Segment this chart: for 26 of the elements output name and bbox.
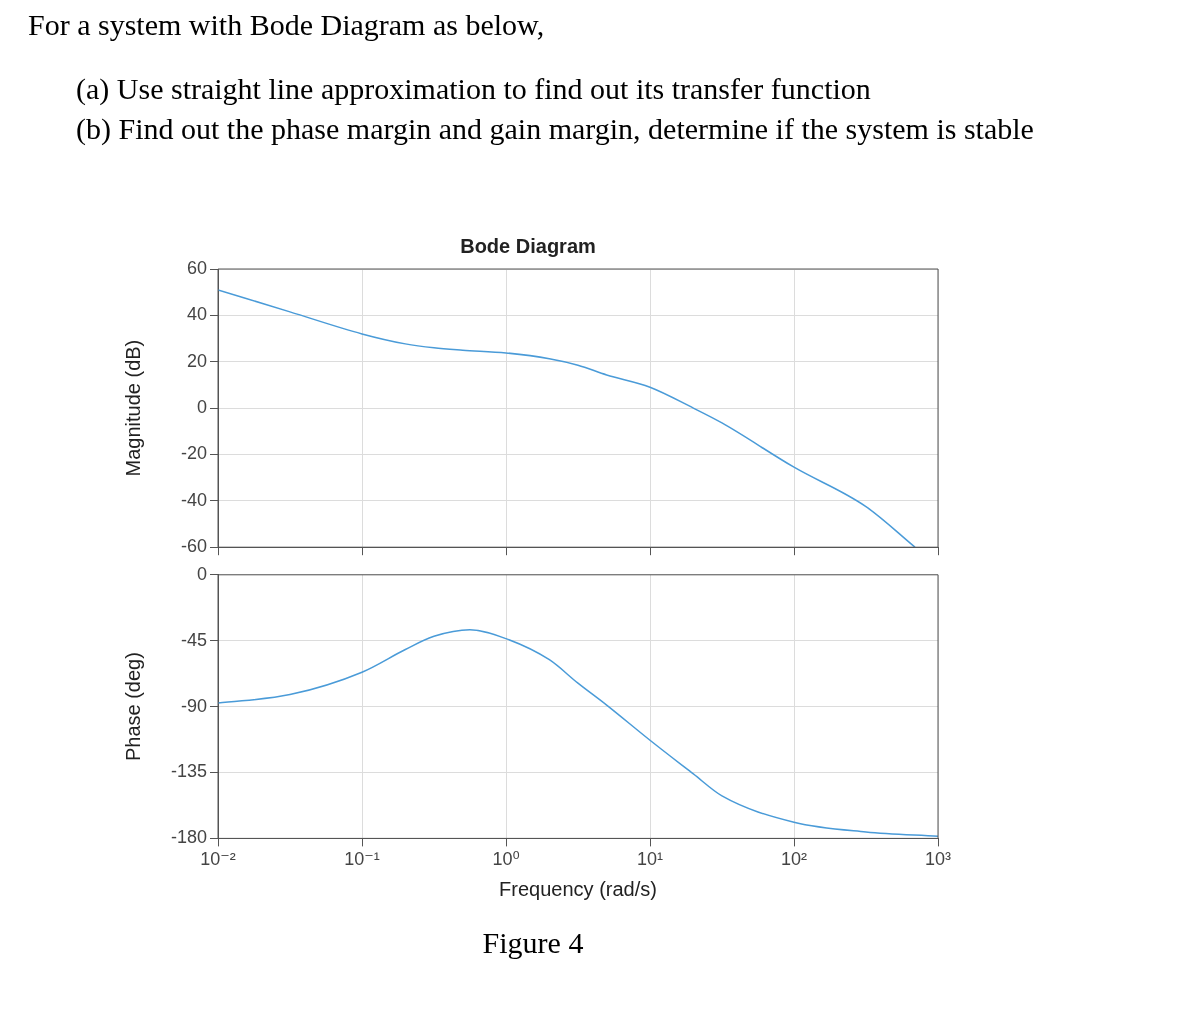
y-tick-label: -45 <box>180 629 207 650</box>
x-tick-label: 10¹ <box>636 849 664 870</box>
x-tick-label: 10² <box>780 849 808 870</box>
y-tick-label: -40 <box>180 489 207 510</box>
y-axis-title: Phase (deg) <box>121 652 144 762</box>
text: (b) Find out the phase margin and gain margin, determine if the system is stable <box>76 112 1035 146</box>
x-axis-title: Frequency (rad/s) <box>499 877 657 900</box>
y-tick-label: -135 <box>170 761 207 782</box>
y-tick-label: 60 <box>186 257 207 278</box>
y-tick-label: -20 <box>180 443 207 464</box>
x-tick-label: 10⁻² <box>200 849 236 870</box>
y-tick-label: -90 <box>180 695 207 716</box>
x-tick-label: 10³ <box>924 849 952 870</box>
y-tick-label: -60 <box>180 536 207 557</box>
y-axis-title: Magnitude (dB) <box>121 339 144 477</box>
y-tick-label: 0 <box>196 397 207 418</box>
text: For a system with Bode Diagram as below, <box>28 8 546 42</box>
y-tick-label: 0 <box>196 563 207 584</box>
y-tick-label: -180 <box>170 827 207 848</box>
x-tick-label: 10⁻¹ <box>344 849 380 870</box>
y-tick-label: 20 <box>186 350 207 371</box>
x-tick-label: 10⁰ <box>492 849 520 870</box>
text: (a) Use straight line approximation to find out its transfer function <box>76 72 872 106</box>
y-tick-label: 40 <box>186 304 207 325</box>
chart-title: Bode Diagram <box>460 234 596 257</box>
caption: Figure 4 <box>481 926 585 960</box>
